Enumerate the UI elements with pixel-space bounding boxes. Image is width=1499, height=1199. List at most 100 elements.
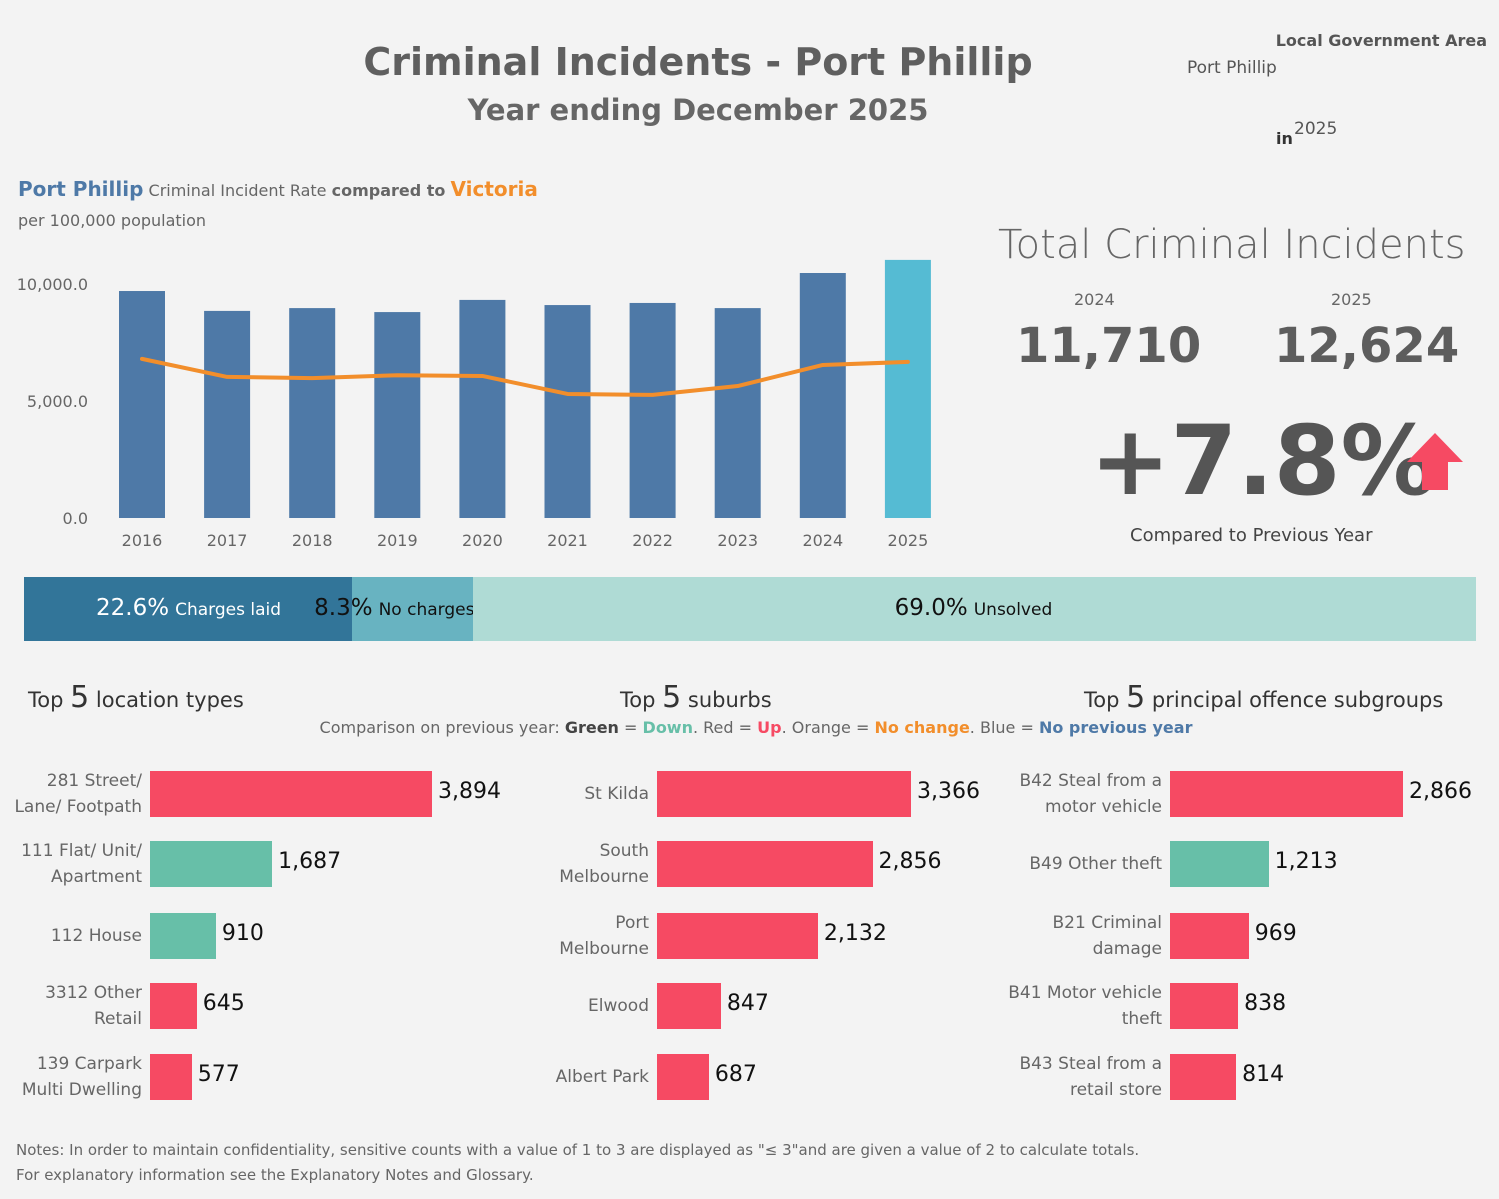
bar-up[interactable] — [657, 771, 911, 817]
compare-text: compared to — [331, 181, 446, 200]
outcome-charges-laid[interactable]: 22.6% Charges laid — [24, 577, 353, 641]
bar-label: Albert Park — [555, 1067, 649, 1087]
lga-filter-value[interactable]: Port Phillip — [1187, 58, 1277, 78]
bar-label: 139 Carpark Multi Dwelling — [21, 1054, 142, 1100]
bar-value: 910 — [221, 921, 264, 946]
bar-value: 814 — [1242, 1062, 1285, 1087]
bar-up[interactable] — [657, 983, 721, 1029]
bar-up[interactable] — [1170, 1054, 1237, 1100]
bar-value: 577 — [197, 1062, 240, 1087]
year-filter-label: in — [1276, 129, 1293, 148]
notes-line: For explanatory information see the Expl… — [16, 1166, 534, 1184]
x-tick-label: 2016 — [122, 531, 163, 550]
bar-2024[interactable] — [799, 273, 846, 518]
arrow-up-icon — [1407, 433, 1463, 490]
x-tick-label: 2017 — [207, 531, 248, 550]
outcome-no-charges[interactable]: 8.3% No charges laid — [314, 577, 511, 641]
bar-2025[interactable] — [884, 259, 931, 518]
bar-2018[interactable] — [289, 308, 336, 518]
bar-up[interactable] — [1170, 771, 1403, 817]
bar-value: 3,894 — [438, 779, 501, 804]
compare-area: Victoria — [450, 177, 538, 201]
kpi-prev-value: 11,710 — [1016, 318, 1202, 374]
kpi-change: +7.8% — [1090, 405, 1437, 517]
bar-up[interactable] — [150, 1054, 192, 1100]
kpi-prev-year: 2024 — [1074, 290, 1115, 309]
bar-value: 1,213 — [1274, 849, 1338, 874]
x-tick-label: 2019 — [377, 531, 418, 550]
x-tick-label: 2021 — [547, 531, 588, 550]
bar-label: 112 House — [50, 926, 142, 946]
bar-value: 687 — [714, 1062, 757, 1087]
bar-up[interactable] — [150, 771, 432, 817]
bar-down[interactable] — [150, 841, 273, 887]
lga-filter-label: Local Government Area — [1275, 31, 1487, 50]
bar-2020[interactable] — [459, 299, 506, 518]
bar-value: 2,866 — [1409, 779, 1472, 804]
bar-2019[interactable] — [374, 312, 421, 518]
bar-label: B42 Steal from a motor vehicle — [1019, 771, 1162, 817]
bar-label: Port Melbourne — [559, 913, 649, 959]
x-tick-label: 2023 — [717, 531, 758, 550]
notes-line: Notes: In order to maintain confidential… — [16, 1141, 1140, 1159]
bar-up[interactable] — [1170, 983, 1239, 1029]
victoria-rate-line[interactable] — [140, 356, 910, 397]
kpi-change-label: Compared to Previous Year — [1130, 525, 1373, 546]
bar-2016[interactable] — [119, 291, 165, 518]
bar-value: 838 — [1244, 991, 1287, 1016]
x-tick-label: 2022 — [632, 531, 673, 550]
bar-label: B43 Steal from a retail store — [1019, 1054, 1162, 1100]
bar-2021[interactable] — [544, 305, 591, 518]
outcome-pct: 22.6% — [96, 595, 170, 621]
panel-title-suburbs: Top 5 suburbs — [620, 680, 772, 715]
page-title: Criminal Incidents - Port Phillip — [363, 40, 1033, 84]
bar-up[interactable] — [657, 1054, 709, 1100]
outcome-pct: 8.3% — [314, 595, 373, 621]
kpi-cur-year: 2025 — [1331, 290, 1372, 309]
color-legend: Comparison on previous year: Green = Dow… — [319, 718, 1193, 737]
rate-chart-subtitle: per 100,000 population — [18, 211, 207, 230]
bar-value: 1,687 — [278, 849, 342, 874]
bar-up[interactable] — [150, 983, 197, 1029]
x-tick-label: 2025 — [888, 531, 929, 550]
bar-value: 969 — [1254, 921, 1297, 946]
bar-up[interactable] — [1170, 913, 1249, 959]
bar-label: Elwood — [588, 996, 649, 1016]
outcome-label: Charges laid — [175, 600, 281, 620]
bar-label: 111 Flat/ Unit/Apartment — [21, 841, 142, 887]
rate-chart: 0.0 5,000.0 10,000.0 2016 2017 2018 2019 2020 20… — [17, 259, 931, 550]
bar-value: 2,856 — [878, 849, 942, 874]
bar-value: 847 — [726, 991, 769, 1016]
rate-text: Criminal Incident Rate — [148, 181, 327, 200]
x-tick-label: 2020 — [462, 531, 503, 550]
bar-label: 281 Street/Lane/ Footpath — [14, 771, 142, 817]
bar-label: B41 Motor vehicle theft — [1008, 983, 1162, 1029]
rate-chart-title: Port Phillip Criminal Incident Rate comp… — [18, 177, 538, 201]
x-tick-label: 2018 — [292, 531, 333, 550]
y-tick-label: 0.0 — [63, 509, 88, 528]
bar-label: South Melbourne — [559, 841, 649, 887]
outcome-label: Unsolved — [973, 600, 1053, 620]
year-filter-value[interactable]: 2025 — [1294, 119, 1338, 139]
bar-value: 645 — [202, 991, 245, 1016]
bar-value: 2,132 — [823, 921, 887, 946]
bar-label: B21 Criminal damage — [1052, 913, 1162, 959]
y-tick-label: 5,000.0 — [27, 392, 88, 411]
bar-down[interactable] — [1170, 841, 1269, 887]
bar-up[interactable] — [657, 841, 873, 887]
panel-title-offences: Top 5 principal offence subgroups — [1084, 680, 1444, 715]
bar-label: St Kilda — [584, 784, 649, 804]
bar-label: 3312 Other Retail — [45, 983, 142, 1029]
bar-down[interactable] — [150, 913, 216, 959]
bar-2023[interactable] — [714, 308, 761, 518]
bar-up[interactable] — [657, 913, 818, 959]
kpi-cur-value: 12,624 — [1274, 318, 1460, 374]
bar-2022[interactable] — [629, 302, 676, 518]
panel-title-locations: Top 5 location types — [28, 680, 244, 715]
bar-2017[interactable] — [204, 310, 251, 518]
page-subtitle: Year ending December 2025 — [467, 93, 929, 127]
kpi-title: Total Criminal Incidents — [998, 222, 1466, 268]
bar-value: 3,366 — [917, 779, 980, 804]
outcome-pct: 69.0% — [894, 595, 968, 621]
outcome-unsolved[interactable]: 69.0% Unsolved — [472, 577, 1476, 641]
